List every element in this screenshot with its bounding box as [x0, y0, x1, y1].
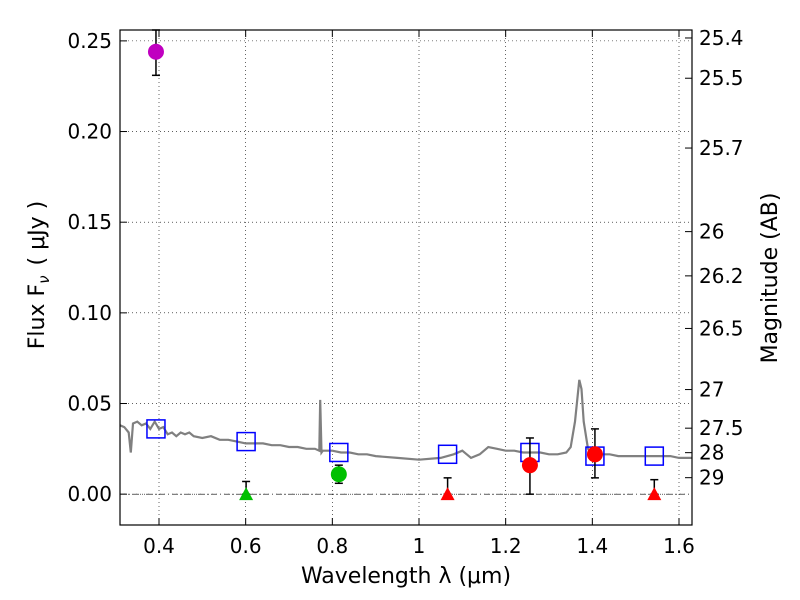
detection-markers [147, 29, 603, 495]
right-tick-label: 27.5 [699, 416, 744, 440]
x-axis-ticks: 0.4 0.6 0.8 1 1.2 1.4 1.6 [143, 30, 695, 558]
model-photometry-square [236, 431, 256, 452]
x-tick-label: 1.2 [490, 534, 522, 558]
y-axis-label-main: Flux F [25, 284, 50, 349]
detection-point [521, 457, 538, 474]
grid-lines [120, 30, 692, 525]
model-photometry-square [437, 444, 458, 465]
y-axis-label-unit: ( μJy ) [25, 201, 50, 266]
y-tick-label: 0.00 [67, 482, 112, 506]
right-tick-label: 26.5 [699, 316, 744, 340]
x-tick-label: 0.6 [230, 534, 262, 558]
x-tick-label: 0.8 [316, 534, 348, 558]
y-axis-ticks: 0.00 0.05 0.10 0.15 0.20 0.25 [67, 29, 127, 506]
y-axis-label: Flux Fν ( μJy ) [25, 201, 53, 349]
model-photometry-square [329, 442, 349, 463]
upper-limit-markers [239, 477, 662, 501]
right-tick-label: 28 [699, 441, 724, 465]
right-tick-label: 26 [699, 220, 724, 244]
right-tick-label: 25.5 [699, 66, 744, 90]
right-tick-label: 25.7 [699, 136, 744, 160]
upper-limit-triangle [239, 487, 254, 501]
detection-point [147, 43, 164, 60]
right-tick-label: 27 [699, 378, 724, 402]
upper-limit-triangle [647, 487, 662, 501]
sed-model-line [119, 379, 692, 461]
detection-point [330, 466, 347, 483]
y-tick-label: 0.25 [67, 29, 112, 53]
model-photometry-square [644, 446, 665, 466]
x-tick-label: 1 [413, 534, 426, 558]
y-tick-label: 0.20 [67, 120, 112, 144]
right-tick-label: 25.4 [699, 26, 744, 50]
detection-point [586, 446, 603, 463]
right-axis-label: Magnitude (AB) [758, 193, 783, 364]
x-tick-label: 0.4 [143, 534, 175, 558]
x-axis-label: Wavelength λ (μm) [301, 564, 511, 589]
model-photometry-square [146, 419, 166, 439]
x-tick-label: 1.6 [663, 534, 695, 558]
right-tick-label: 26.2 [699, 264, 744, 288]
y-tick-label: 0.15 [67, 210, 112, 234]
y-tick-label: 0.10 [67, 301, 112, 325]
plot-frame [119, 29, 693, 526]
upper-limit-triangle [440, 487, 455, 501]
y-tick-label: 0.05 [67, 392, 112, 416]
x-tick-label: 1.4 [576, 534, 608, 558]
right-tick-label: 29 [699, 466, 724, 490]
y-axis-label-sub: ν [35, 275, 53, 283]
